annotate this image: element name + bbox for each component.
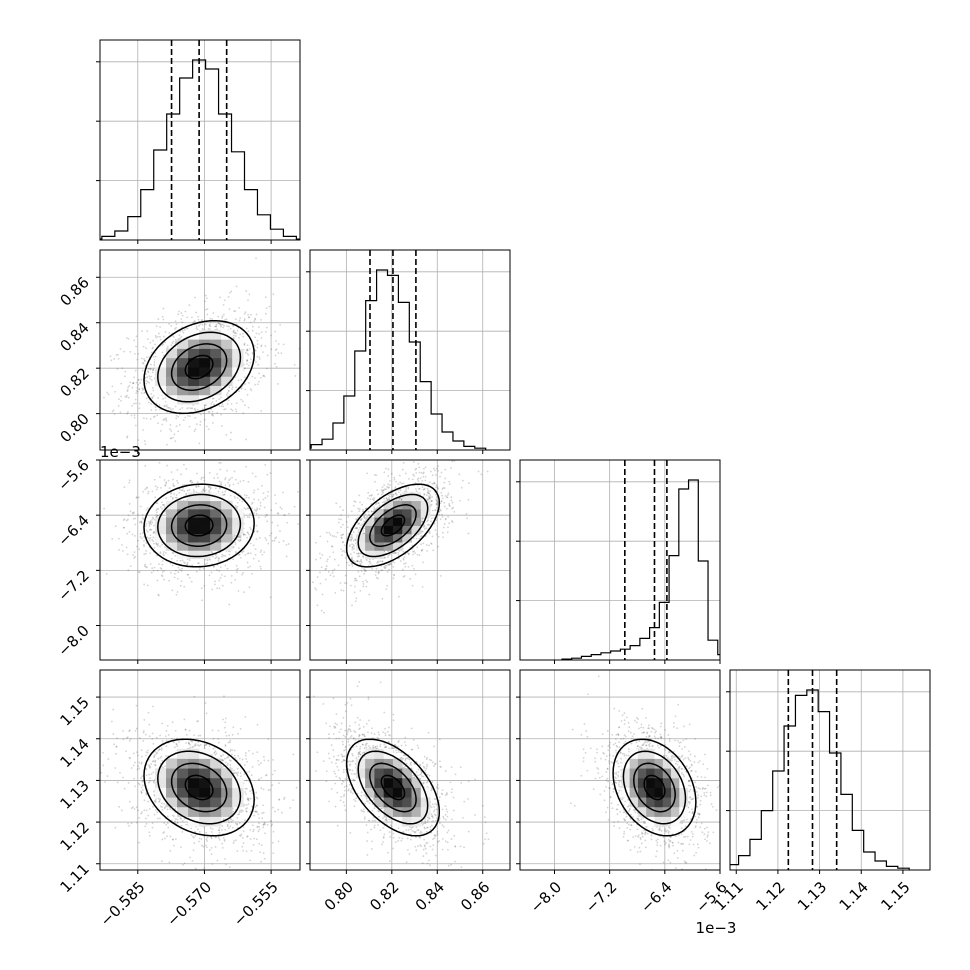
- histogram-panel-1: [306, 249, 511, 454]
- contour-line: [345, 738, 441, 837]
- x-tick-label: −0.585: [97, 878, 149, 930]
- panel-frame: [309, 459, 511, 661]
- panel-frame: [99, 459, 301, 661]
- contours: [345, 483, 441, 568]
- scatter-panel-3-1: [306, 669, 511, 874]
- contour-line: [369, 504, 417, 547]
- density-blocks: [155, 329, 244, 405]
- x-tick-label: −7.2: [582, 878, 620, 916]
- contour-line: [157, 750, 242, 825]
- y-tick-label: −6.4: [54, 511, 92, 549]
- contour-line: [345, 483, 441, 568]
- x-tick-label: 1.14: [836, 878, 872, 914]
- y-tick-label: 0.80: [56, 410, 92, 446]
- density-blocks: [355, 748, 431, 827]
- y-tick-label: −7.2: [54, 566, 92, 604]
- contour-line: [357, 750, 429, 825]
- density-blocks: [355, 492, 431, 560]
- panel-frame: [519, 669, 721, 871]
- panel-frame: [729, 669, 931, 871]
- contour-line: [622, 750, 687, 825]
- y-tick-label: 1.15: [56, 693, 92, 729]
- contour-line: [170, 762, 228, 813]
- contour-line: [143, 483, 255, 568]
- y-tick-label: −5.6: [54, 456, 92, 494]
- y-tick-label: 1.14: [56, 735, 92, 771]
- panel-frame: [309, 669, 511, 871]
- y-tick-label: 0.84: [56, 319, 92, 355]
- x-offset-label: 1e−3: [696, 919, 737, 937]
- scatter-panel-3-2: [516, 669, 721, 874]
- x-tick-label: 0.86: [457, 878, 493, 914]
- x-tick-label: 0.82: [366, 878, 402, 914]
- x-tick-label: 0.84: [412, 878, 448, 914]
- x-tick-label: 1.13: [794, 878, 830, 914]
- x-tick-label: 1.15: [877, 878, 913, 914]
- y-tick-label: 0.82: [56, 364, 92, 400]
- scatter-panel-2-1: [306, 459, 511, 664]
- y-tick-label: 1.13: [56, 777, 92, 813]
- y-tick-label: 0.86: [56, 273, 92, 309]
- y-tick-label: 1.11: [56, 860, 92, 896]
- scatter-panel-2-0: [96, 459, 301, 664]
- density-blocks: [155, 492, 244, 560]
- contour-line: [184, 514, 214, 537]
- x-tick-label: −8.0: [527, 878, 565, 916]
- panel-frame: [309, 249, 511, 451]
- contour-line: [170, 343, 228, 391]
- contour-line: [143, 738, 255, 837]
- contour-line: [643, 774, 666, 801]
- histogram-panel-2: [516, 459, 721, 664]
- y-tick-label: −8.0: [54, 622, 92, 660]
- x-tick-label: 0.80: [321, 878, 357, 914]
- contour-line: [369, 762, 417, 813]
- y-offset-label: 1e−3: [100, 443, 141, 461]
- contours: [143, 483, 255, 568]
- x-tick-label: −0.570: [163, 878, 215, 930]
- contour-line: [143, 319, 255, 415]
- contours: [345, 738, 441, 837]
- contour-line: [184, 774, 214, 801]
- panel-frame: [99, 669, 301, 871]
- histogram-panel-3: [726, 669, 931, 874]
- contour-line: [357, 493, 429, 558]
- panel-frame: [99, 39, 301, 241]
- scatter-panel-1-0: [96, 249, 301, 454]
- scatter-panel-3-0: [96, 669, 301, 874]
- contour-line: [633, 762, 676, 813]
- contour-line: [380, 774, 406, 801]
- contour-line: [612, 738, 697, 837]
- contours: [612, 738, 697, 837]
- panel-frame: [519, 459, 721, 661]
- y-tick-label: 1.12: [56, 818, 92, 854]
- contour-line: [170, 504, 228, 547]
- x-tick-label: −6.4: [637, 878, 675, 916]
- contours: [143, 319, 255, 415]
- x-tick-label: −0.555: [230, 878, 282, 930]
- contour-line: [157, 493, 242, 558]
- contours: [143, 738, 255, 837]
- histogram-panel-0: [96, 39, 301, 244]
- contour-line: [380, 514, 406, 537]
- histogram-step: [310, 269, 487, 450]
- panel-frame: [99, 249, 301, 451]
- x-tick-label: 1.12: [752, 878, 788, 914]
- contour-line: [184, 354, 214, 380]
- contour-line: [157, 331, 242, 403]
